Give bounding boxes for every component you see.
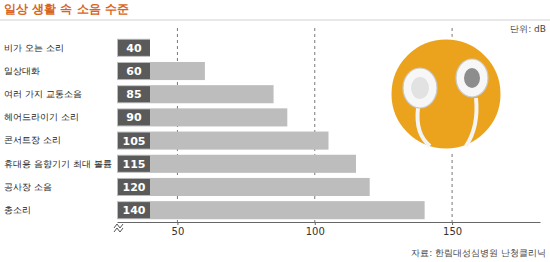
bar [117,155,356,173]
data-label-box [118,202,150,218]
x-tick-mark [452,222,453,225]
bar [117,62,205,80]
x-tick-mark [177,222,178,225]
y-tick-label: 공사장 소음 [4,182,52,192]
x-tick-label: 100 [306,226,325,237]
x-tick-mark [315,222,316,225]
earphone-right [456,59,488,97]
earphone-left [403,68,437,108]
y-tick: 콘서트장 소리 [4,135,117,145]
y-tick: 여러 가지 교통소음 [4,89,117,99]
data-label-box [118,40,150,56]
y-tick-label: 일상대화 [4,66,40,76]
data-label-box [118,179,150,195]
data-label-box [118,63,150,79]
y-tick: 공사장 소음 [4,182,117,192]
data-label-box [118,156,150,172]
bars [117,39,425,219]
source-note: 자료: 한림대성심병원 난청클리닉 [411,248,546,258]
data-label: 120 [123,181,146,194]
y-tick: 총소리 [4,205,117,215]
x-tick: 100 [306,222,325,237]
bar [117,108,287,126]
y-tick: 비가 오는 소리 [4,43,117,53]
y-tick: 휴대용 음향기기 최대 볼륨 [4,159,117,169]
data-label: 115 [123,158,146,171]
x-axis: 50 100 150 [118,222,541,237]
bar [117,132,329,150]
y-axis: 비가 오는 소리일상대화여러 가지 교통소음헤어드라이기 소리콘서트장 소리휴대… [4,37,118,223]
data-label-box [118,86,150,102]
title: 일상 생활 속 소음 수준 [4,2,129,16]
chart-container: 일상 생활 속 소음 수준단위: dB 자료: 한림대성심병원 난청클리닉 40 60… [0,0,550,262]
data-label-box [118,109,150,125]
y-tick-label: 총소리 [4,205,31,215]
x-tick-label: 150 [443,226,462,237]
data-label: 90 [126,111,142,124]
data-label: 140 [123,204,146,217]
y-tick-label: 헤어드라이기 소리 [4,112,79,122]
y-tick: 헤어드라이기 소리 [4,112,117,122]
data-label: 85 [126,88,141,101]
data-label: 105 [123,135,146,148]
data-label: 60 [126,65,142,78]
bar [117,85,274,103]
bar [117,178,370,196]
unit-note: 단위: dB [510,24,546,34]
x-tick: 50 [172,222,185,237]
y-tick-label: 여러 가지 교통소음 [4,89,82,99]
data-labels: 40 60 85 90 105 115 120 140 [118,40,150,218]
x-axis-line [118,222,541,223]
earphone-illustration [390,38,502,150]
y-tick: 일상대화 [4,66,117,76]
data-label-box [118,133,150,149]
axis-break [114,224,123,232]
y-tick-label: 콘서트장 소리 [4,135,61,145]
y-tick-label: 비가 오는 소리 [4,43,64,53]
bar [117,201,425,219]
illustration-circle [390,38,502,150]
data-label: 40 [126,42,142,55]
bar [117,39,150,57]
x-tick: 150 [443,222,462,237]
earphone-right-mesh [464,68,480,88]
y-tick-label: 휴대용 음향기기 최대 볼륨 [4,159,112,169]
x-tick-label: 50 [172,226,185,237]
title-rule [0,20,550,21]
earphone-left-mesh [411,77,429,99]
y-axis-line [117,37,118,223]
chart-svg: 일상 생활 속 소음 수준단위: dB 자료: 한림대성심병원 난청클리닉 40 60… [0,0,550,262]
